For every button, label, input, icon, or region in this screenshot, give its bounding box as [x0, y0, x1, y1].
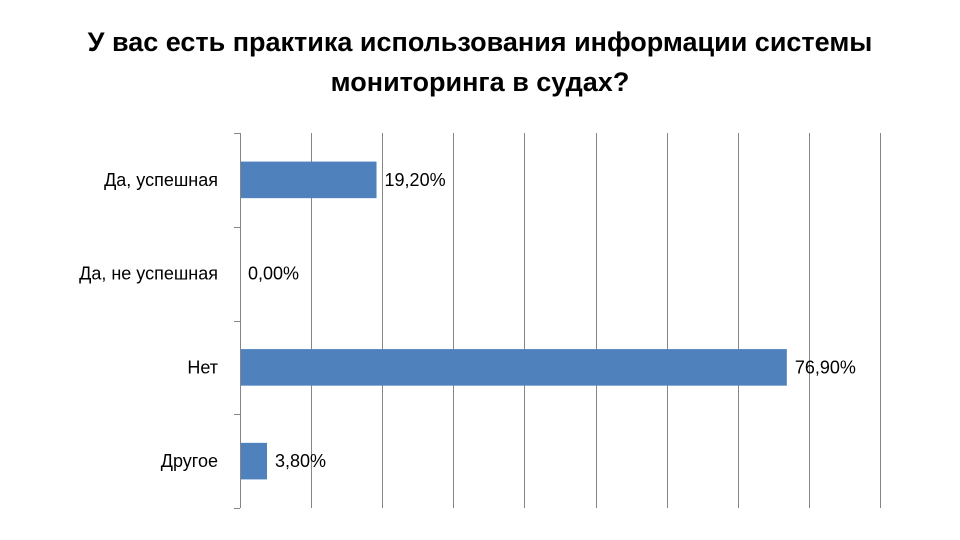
category-label: Нет	[187, 357, 218, 377]
category-label: Другое	[161, 451, 218, 471]
data-label: 76,90%	[795, 357, 856, 377]
chart-title: У вас есть практика использования информ…	[87, 27, 873, 97]
gridlines	[311, 133, 881, 508]
data-label: 19,20%	[385, 170, 446, 190]
bar	[240, 442, 268, 480]
data-label: 3,80%	[275, 451, 326, 471]
bar	[240, 161, 377, 199]
category-label: Да, не успешная	[79, 264, 218, 284]
labels: Да, успешная 19,20% Да, не успешная 0,00% Не…	[79, 170, 856, 471]
bar	[240, 349, 787, 386]
category-axis	[234, 133, 241, 509]
bars	[240, 161, 787, 480]
data-label: 0,00%	[248, 264, 299, 284]
category-label: Да, успешная	[104, 170, 218, 190]
